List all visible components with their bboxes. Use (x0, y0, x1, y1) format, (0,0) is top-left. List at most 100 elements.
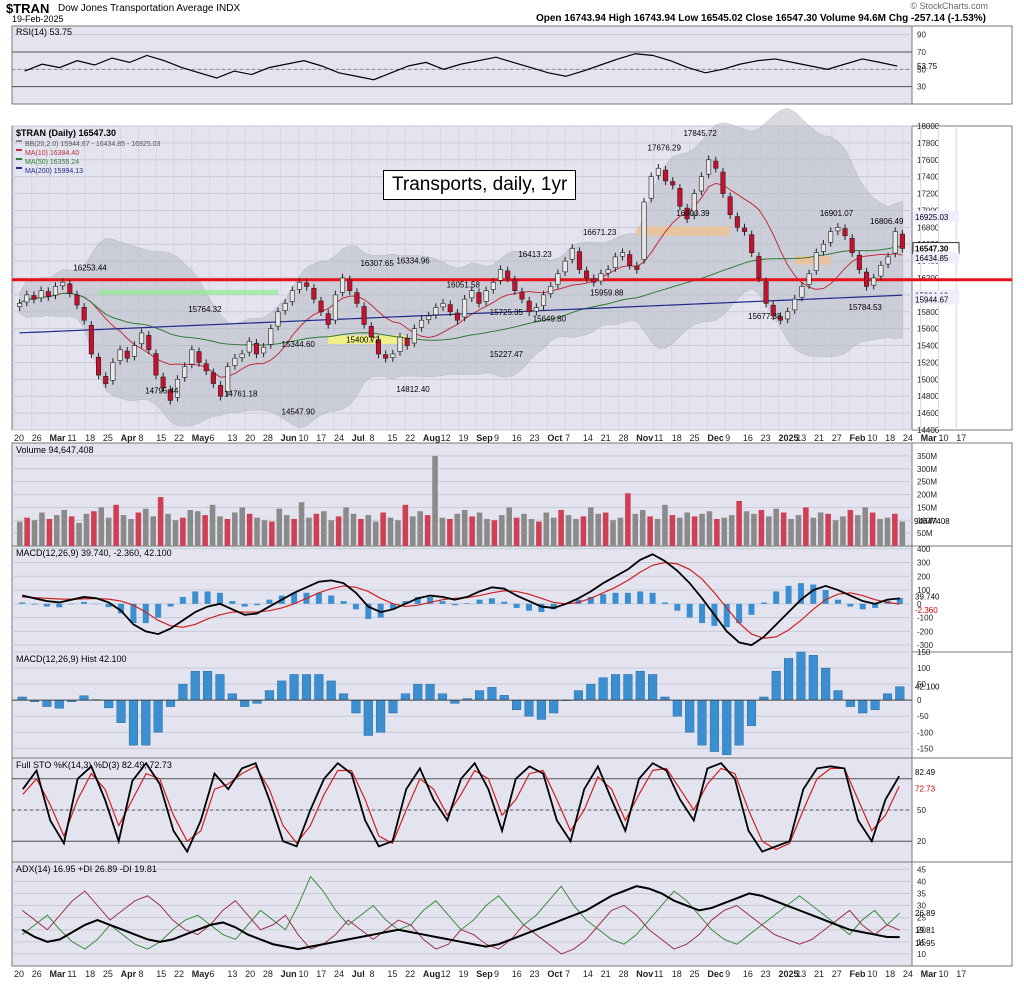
macd-hist-bar (44, 604, 50, 607)
volume-bar (818, 513, 824, 546)
volume-bar (395, 520, 401, 546)
candle-body (211, 373, 215, 384)
volume-bar (321, 511, 327, 546)
date-axis-label: 11 (67, 433, 76, 443)
volume-bar (76, 523, 82, 546)
volume-bar (529, 519, 535, 546)
volume-bar (796, 515, 802, 546)
rsi-tick-label: 30 (917, 83, 926, 92)
candle (764, 278, 768, 308)
macd_hist-tick-label: 0 (917, 696, 922, 705)
candle-body (764, 282, 768, 304)
price-label: 15784.53 (849, 303, 883, 312)
orange-zone (637, 226, 730, 235)
date-axis-label: Jun (281, 969, 297, 979)
date-axis-label: 27 (832, 969, 842, 979)
volume-bar (566, 515, 572, 546)
date-axis-label: Nov (636, 433, 653, 443)
volume-bar (136, 513, 142, 546)
candle-body (355, 293, 359, 304)
price-label: 15764.32 (188, 305, 222, 314)
candle-body (649, 177, 653, 199)
candle-body (541, 295, 545, 306)
volume-bar (492, 520, 498, 546)
candle-body (879, 265, 883, 276)
candle-body (663, 170, 667, 181)
macd-last-value: 39.740 (915, 592, 940, 601)
candle (111, 358, 115, 384)
price-label: 15344.60 (282, 340, 316, 349)
candle-body (226, 367, 230, 392)
volume-bar (885, 518, 891, 546)
candle-body (706, 160, 710, 174)
candle-body (678, 188, 682, 206)
macd-histogram-bar (389, 700, 398, 713)
price-label: 16900.39 (676, 209, 710, 218)
macd-hist-bar (254, 604, 260, 605)
candle-body (132, 346, 136, 357)
volume-bar (729, 515, 735, 546)
candle-body (836, 227, 840, 231)
macd-histogram-bar (216, 674, 225, 700)
volume-bar (477, 513, 483, 546)
candle-body (699, 177, 703, 191)
candle-body (118, 350, 122, 361)
macd-histogram-bar (883, 694, 892, 700)
price-label: 16334.96 (396, 257, 430, 266)
price-title: $TRAN (Daily) 16547.30 (16, 128, 116, 138)
date-axis-label: 13 (796, 433, 806, 443)
candle-body (68, 284, 72, 293)
volume-bar (714, 519, 720, 546)
candle-body (793, 299, 797, 310)
macd-hist-bar (526, 604, 532, 611)
date-axis-label: 15 (387, 969, 397, 979)
volume-bar (432, 456, 438, 546)
candle-body (154, 354, 158, 376)
candle-body (340, 278, 344, 292)
macd-histogram-bar (43, 700, 52, 706)
macd-histogram-bar (364, 700, 373, 735)
date-axis-label: 17 (956, 969, 966, 979)
volume-bar (150, 516, 156, 546)
date-axis-label: 7 (565, 433, 570, 443)
watermark: © StockCharts.com (910, 1, 988, 11)
date-axis-label: 8 (138, 969, 143, 979)
macd-histogram-bar (413, 684, 422, 700)
date-axis-label: 20 (245, 433, 255, 443)
macd-hist-bar (600, 594, 606, 604)
macd-histogram-bar (475, 691, 484, 701)
date-axis-label: 19 (458, 969, 468, 979)
candle-body (864, 272, 868, 286)
macd-hist-bar (242, 604, 248, 607)
macd-histogram-bar (871, 700, 880, 710)
macd-tick-label: 400 (917, 545, 931, 554)
candle-body (240, 354, 244, 358)
date-axis-label: 12 (441, 433, 451, 443)
legend-swatch (16, 158, 22, 160)
candle-body (46, 292, 50, 297)
date-axis-label: 22 (405, 433, 415, 443)
volume-bar (113, 505, 119, 546)
date-axis-label: Sep (476, 433, 493, 443)
date-axis-label: 16 (512, 433, 522, 443)
volume-bar (848, 510, 854, 546)
macd-hist-bar (192, 591, 198, 603)
candle-body (333, 295, 337, 320)
volume-bar (870, 513, 876, 546)
volume-bar (247, 514, 253, 546)
candle-body (82, 307, 86, 320)
candle-body (814, 253, 818, 271)
macd-histogram-bar (438, 694, 447, 700)
volume-bar (299, 502, 305, 546)
date-axis-label: 11 (67, 969, 76, 979)
candle-body (505, 271, 509, 278)
candle-body (111, 362, 115, 380)
macd-hist-bar (341, 601, 347, 604)
date-axis-label: 14 (583, 969, 593, 979)
date-axis-label: 10 (867, 433, 877, 443)
volume-bar (99, 507, 105, 546)
stochastic-tick-label: 20 (917, 837, 926, 846)
macd_hist-tick-label: -100 (917, 728, 934, 737)
candle-body (426, 316, 430, 320)
